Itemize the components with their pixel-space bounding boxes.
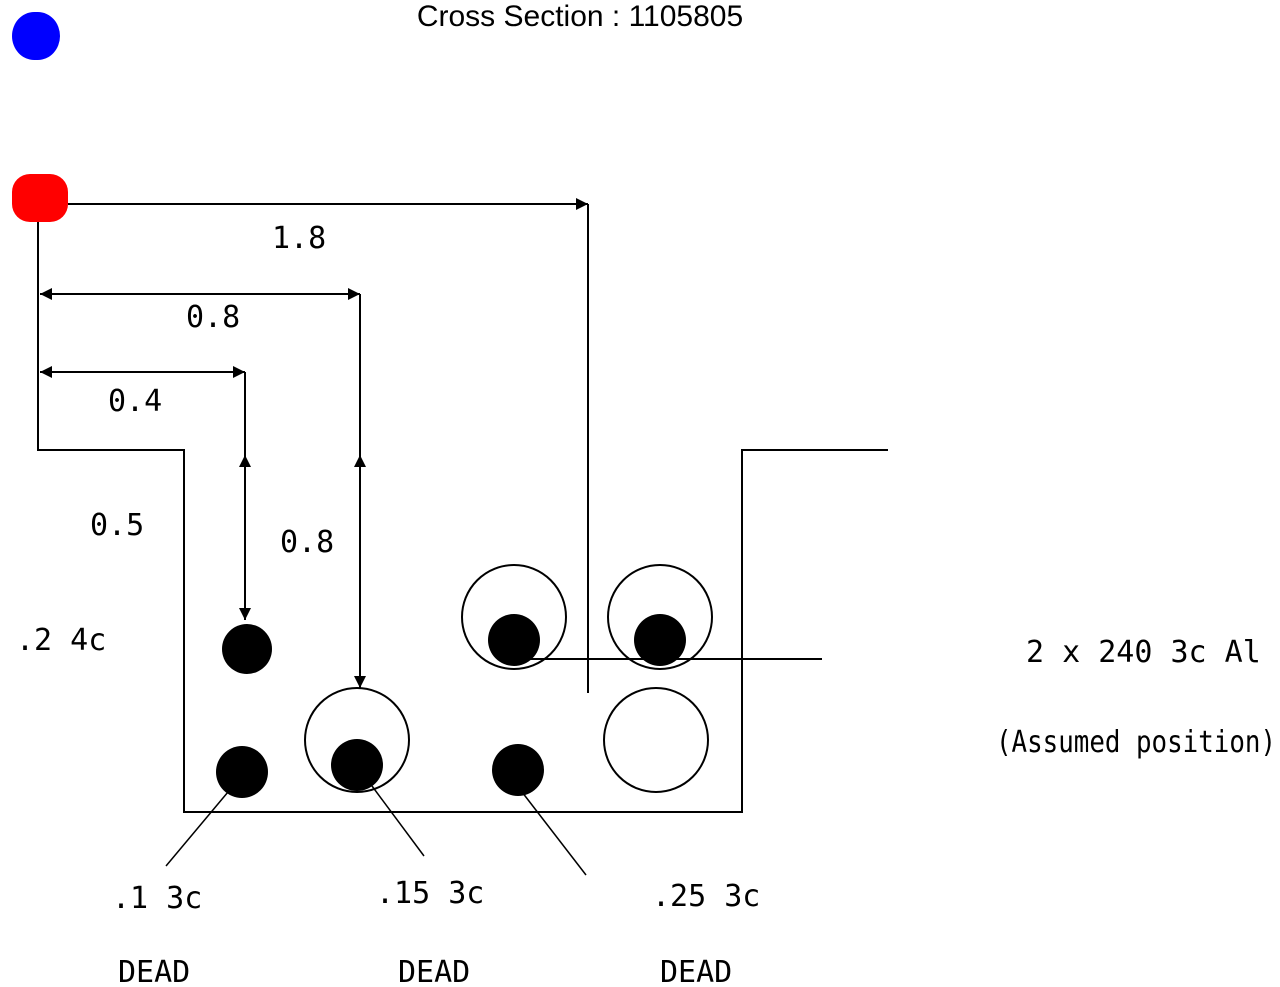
origin-marker[interactable]	[12, 174, 68, 222]
leader-1	[165, 791, 229, 867]
cable-25-3c[interactable]	[492, 744, 544, 796]
label-assumed-position: (Assumed position)	[996, 725, 1276, 760]
label-2-4c: .2 4c	[16, 623, 106, 658]
label-0-8-horizontal: 0.8	[186, 300, 240, 335]
label-15-3c: .15 3c	[376, 876, 484, 911]
start-marker[interactable]	[12, 12, 60, 60]
label-dead-1: DEAD	[118, 955, 190, 987]
trench-outline	[37, 222, 888, 813]
duct-al-1	[461, 564, 567, 670]
label-al-cable: 2 x 240 3c Al	[1026, 635, 1261, 670]
duct-empty	[603, 687, 709, 793]
label-1-8: 1.8	[272, 221, 326, 256]
label-1-3c: .1 3c	[112, 881, 202, 916]
duct-15	[304, 687, 410, 793]
label-0-8-vertical: 0.8	[280, 525, 334, 560]
cable-al-2[interactable]	[634, 614, 686, 666]
label-dead-3: DEAD	[660, 955, 732, 987]
diagram-title: Cross Section : 1105805	[416, 0, 744, 33]
leader-25	[521, 791, 587, 876]
cable-1-3c[interactable]	[216, 746, 268, 798]
cable-15-3c[interactable]	[331, 739, 383, 791]
cable-2-4c[interactable]	[222, 624, 272, 674]
label-0-5: 0.5	[90, 508, 144, 543]
label-dead-2: DEAD	[398, 955, 470, 987]
label-0-4: 0.4	[108, 384, 162, 419]
leader-15	[371, 785, 425, 857]
label-25-3c: .25 3c	[652, 879, 760, 914]
duct-al-2	[607, 564, 713, 670]
cable-al-1[interactable]	[488, 614, 540, 666]
